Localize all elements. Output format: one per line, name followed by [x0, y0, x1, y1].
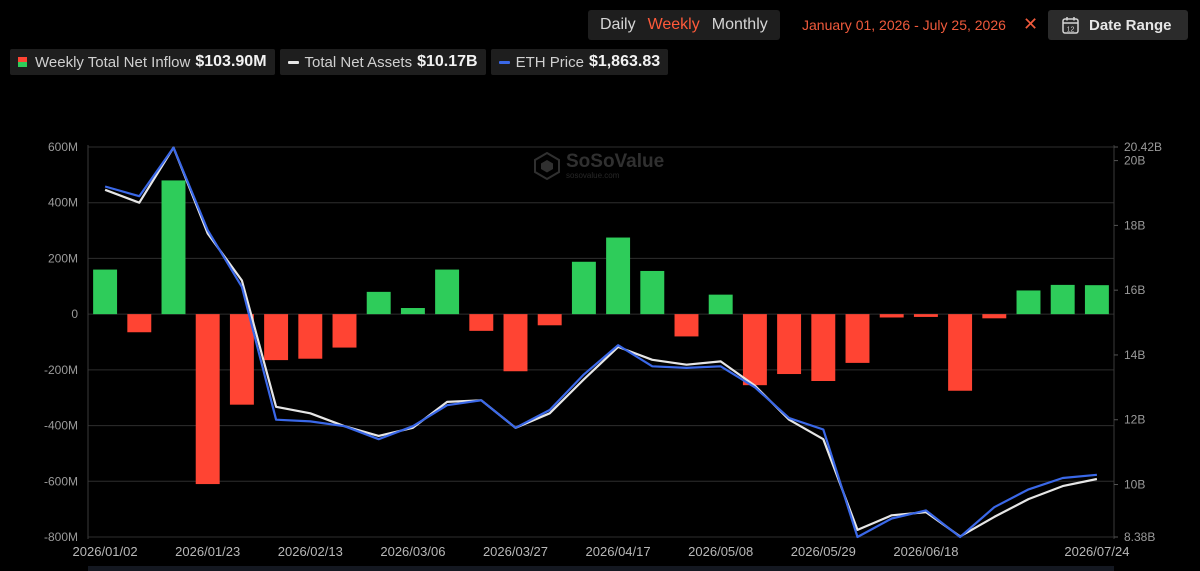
- y-right-tick-label: 16B: [1124, 283, 1145, 297]
- x-tick-label: 2026/06/18: [893, 544, 958, 559]
- inflow-bar: [195, 314, 220, 485]
- inflow-bar: [982, 314, 1007, 319]
- calendar-icon: 12: [1062, 17, 1079, 34]
- period-selector: Daily Weekly Monthly: [588, 10, 780, 40]
- inflow-bar: [777, 314, 802, 375]
- date-range-label: Date Range: [1089, 16, 1172, 34]
- y-right-tick-label: 14B: [1124, 348, 1145, 362]
- inflow-bar: [674, 314, 699, 337]
- x-tick-label: 2026/05/08: [688, 544, 753, 559]
- period-daily-button[interactable]: Daily: [600, 16, 636, 33]
- selected-date-range: January 01, 2026 - July 25, 2026: [802, 17, 1006, 33]
- inflow-bar: [708, 294, 733, 315]
- y-right-tick-label: 20B: [1124, 154, 1145, 168]
- y-left-tick-label: -600M: [44, 474, 78, 488]
- y-left-tick-label: 400M: [48, 196, 78, 210]
- watermark-title: SoSoValue: [566, 150, 665, 172]
- inflow-bar: [127, 314, 152, 333]
- inflow-bar: [161, 180, 186, 315]
- y-left-tick-label: 0: [71, 307, 78, 321]
- inflow-bar: [229, 314, 254, 405]
- y-right-tick-label: 18B: [1124, 218, 1145, 232]
- eth-price-line: [104, 146, 1098, 539]
- inflow-bar: [1084, 285, 1109, 315]
- legend-item-eth-price[interactable]: ETH Price $1,863.83: [490, 49, 669, 75]
- date-range-button[interactable]: 12 Date Range: [1048, 10, 1188, 40]
- x-tick-label: 2026/03/27: [483, 544, 548, 559]
- legend-value: $10.17B: [417, 53, 478, 70]
- sosovalue-logo-icon: [534, 152, 560, 180]
- inflow-bar: [742, 314, 767, 386]
- inflow-bar: [913, 314, 938, 317]
- close-icon[interactable]: ✕: [1023, 14, 1039, 34]
- period-monthly-button[interactable]: Monthly: [711, 16, 768, 33]
- inflow-bar: [503, 314, 528, 372]
- inflow-bar: [1016, 290, 1041, 315]
- legend-label: ETH Price: [515, 53, 584, 71]
- watermark-url: sosovalue.com: [566, 170, 620, 180]
- y-left-tick-label: -200M: [44, 363, 78, 377]
- inflow-bar: [469, 314, 494, 331]
- legend-value: $103.90M: [195, 53, 267, 70]
- zoom-slider-track[interactable]: [88, 566, 1114, 571]
- bar-swatch-icon: [18, 57, 27, 67]
- inflow-bar: [93, 269, 118, 315]
- y-left-tick-label: 600M: [48, 140, 78, 154]
- inflow-bar: [332, 314, 357, 348]
- inflow-bar: [537, 314, 562, 326]
- inflow-bar: [571, 261, 596, 315]
- inflow-bars: [93, 180, 1109, 485]
- inflow-bar: [264, 314, 289, 361]
- inflow-bar: [298, 314, 323, 359]
- toolbar: Daily Weekly Monthly January 01, 2026 - …: [0, 10, 1200, 42]
- legend-item-net-inflow[interactable]: Weekly Total Net Inflow $103.90M: [10, 49, 275, 75]
- y-left-tick-label: 200M: [48, 251, 78, 265]
- x-tick-label: 2026/02/13: [278, 544, 343, 559]
- y-left-tick-label: -800M: [44, 530, 78, 544]
- y-right-tick-label: 12B: [1124, 413, 1145, 427]
- line-swatch-icon: [498, 60, 510, 64]
- x-tick-label: 2026/03/06: [380, 544, 445, 559]
- chart-legend: Weekly Total Net Inflow $103.90M Total N…: [10, 49, 669, 75]
- y-right-tick-label: 20.42B: [1124, 140, 1162, 154]
- y-right-tick-label: 8.38B: [1124, 530, 1155, 544]
- inflow-bar: [1050, 284, 1075, 315]
- inflow-bar: [879, 314, 904, 318]
- x-tick-label: 2026/01/23: [175, 544, 240, 559]
- line-swatch-icon: [287, 60, 299, 64]
- legend-item-net-assets[interactable]: Total Net Assets $10.17B: [279, 49, 486, 75]
- period-weekly-button[interactable]: Weekly: [647, 16, 700, 33]
- inflow-bar: [845, 314, 870, 363]
- y-right-tick-label: 10B: [1124, 478, 1145, 492]
- inflow-bar: [366, 291, 391, 315]
- x-tick-label: 2026/04/17: [586, 544, 651, 559]
- legend-label: Weekly Total Net Inflow: [35, 53, 191, 71]
- axis-labels: 600M400M200M0-200M-400M-600M-800M20.42B2…: [44, 140, 1162, 559]
- inflow-bar: [400, 308, 425, 315]
- inflow-bar: [606, 237, 631, 315]
- inflow-bar: [811, 314, 836, 381]
- inflow-bar: [435, 269, 460, 315]
- sosovalue-watermark: SoSoValue sosovalue.com: [534, 152, 664, 180]
- series-lines: [104, 146, 1098, 539]
- legend-value: $1,863.83: [588, 53, 661, 70]
- grid-lines: [87, 145, 1118, 539]
- inflow-bar: [640, 270, 665, 315]
- y-left-tick-label: -400M: [44, 419, 78, 433]
- x-tick-label: 2026/01/02: [73, 544, 138, 559]
- calendar-icon-day: 12: [1067, 26, 1075, 33]
- x-tick-label: 2026/07/24: [1064, 544, 1129, 559]
- legend-label: Total Net Assets: [304, 53, 413, 71]
- x-tick-label: 2026/05/29: [791, 544, 856, 559]
- inflow-bar: [948, 314, 973, 391]
